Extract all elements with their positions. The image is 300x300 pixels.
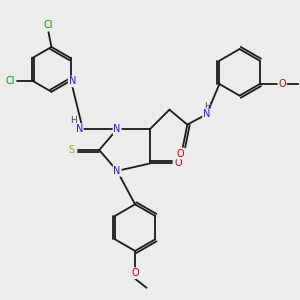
Text: S: S <box>68 145 74 155</box>
Text: N: N <box>113 124 121 134</box>
Text: N: N <box>203 109 210 119</box>
Text: N: N <box>76 124 83 134</box>
Text: N: N <box>113 166 121 176</box>
Text: O: O <box>176 148 184 159</box>
Text: O: O <box>174 158 182 168</box>
Text: Cl: Cl <box>6 76 15 85</box>
Text: Cl: Cl <box>44 20 53 31</box>
Text: O: O <box>278 79 286 89</box>
Text: H: H <box>204 102 211 111</box>
Text: H: H <box>70 116 76 125</box>
Text: N: N <box>69 76 76 86</box>
Text: O: O <box>131 268 139 278</box>
